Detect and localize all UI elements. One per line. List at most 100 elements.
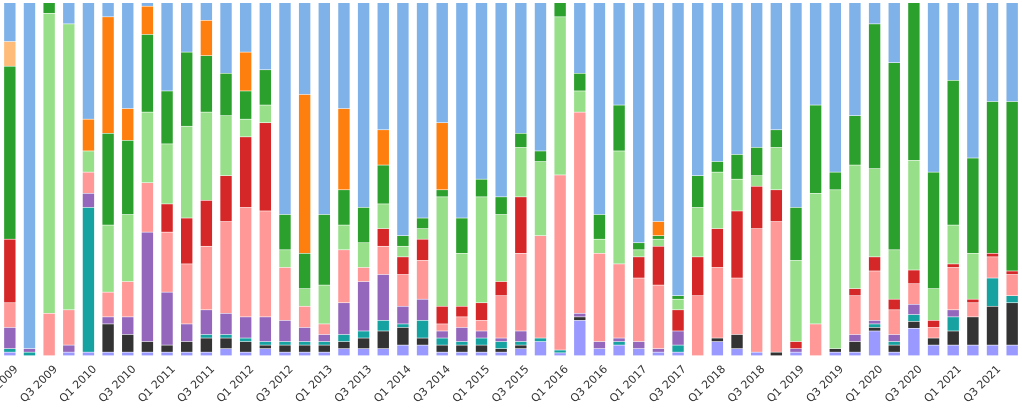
- bar-segment: [63, 310, 75, 345]
- bar-segment: [122, 140, 134, 215]
- bar-segment: [456, 341, 468, 345]
- x-tick-label: Q3 2009: [17, 363, 60, 406]
- x-tick-label: Q1 2017: [607, 363, 650, 406]
- bar-segment: [338, 190, 350, 225]
- bar-segment: [672, 3, 684, 296]
- bar-segment: [220, 73, 232, 116]
- bar-segment: [181, 352, 193, 356]
- bar-segment: [770, 352, 783, 356]
- bar-segment: [750, 175, 763, 186]
- bar-segment: [731, 278, 743, 335]
- bar-segment: [849, 295, 861, 335]
- bar-segment: [377, 246, 389, 275]
- bar-segment: [141, 232, 154, 342]
- bar-segment: [809, 3, 822, 105]
- bar-segment: [161, 352, 173, 356]
- bar-segment: [1006, 271, 1018, 275]
- bar-segment: [259, 123, 272, 211]
- bar-segment: [298, 352, 311, 356]
- bar-segment: [1006, 345, 1018, 356]
- bar-segment: [652, 235, 665, 239]
- bar-segment: [908, 284, 920, 304]
- bar-segment: [338, 303, 350, 335]
- bar-segment: [239, 137, 252, 208]
- bar-segment: [731, 334, 743, 349]
- bar-segment: [181, 341, 193, 352]
- bar-segment: [495, 348, 507, 352]
- bar-segment: [475, 303, 488, 321]
- bar-segment: [613, 345, 625, 356]
- x-tick-label: Q1 2019: [764, 363, 807, 406]
- bar-segment: [888, 352, 900, 356]
- bar-segment: [259, 348, 272, 356]
- bar-segment: [888, 341, 900, 345]
- bar-segment: [63, 352, 75, 356]
- x-tick-label: Q1 2009: [0, 363, 21, 406]
- bar-segment: [790, 3, 802, 208]
- bar-segment: [318, 3, 330, 215]
- bar-segment: [141, 352, 154, 356]
- x-tick-label: Q1 2018: [686, 363, 729, 406]
- bar-segment: [436, 190, 448, 197]
- bar-segment: [397, 257, 409, 275]
- bar-segment: [397, 324, 409, 328]
- bar-segment: [888, 345, 900, 352]
- bar-segment: [377, 274, 389, 321]
- bar-segment: [200, 55, 213, 112]
- bar-segment: [711, 341, 724, 356]
- bar-segment: [672, 295, 684, 299]
- bar-segment: [357, 267, 370, 282]
- bar-segment: [927, 345, 940, 356]
- bar-segment: [220, 334, 232, 338]
- bar-segment: [43, 313, 55, 356]
- bar-segment: [967, 158, 979, 254]
- bar-segment: [849, 3, 861, 116]
- bar-segment: [574, 112, 586, 314]
- bar-segment: [357, 348, 370, 356]
- bar-segment: [750, 228, 763, 352]
- bar-segment: [967, 303, 979, 317]
- bar-segment: [259, 105, 272, 123]
- bar-segment: [436, 352, 448, 356]
- bar-segment: [829, 348, 841, 352]
- bar-segment: [357, 243, 370, 268]
- bar-segment: [82, 193, 95, 208]
- bar-segment: [475, 338, 488, 345]
- bar-segment: [181, 126, 193, 218]
- bar-segment: [239, 52, 252, 91]
- bar-segment: [829, 3, 841, 172]
- bar-segment: [593, 348, 606, 356]
- bar-segment: [711, 161, 724, 172]
- bar-segment: [515, 345, 527, 349]
- bar-segment: [239, 119, 252, 137]
- bar-segment: [475, 3, 488, 179]
- bar-segment: [63, 24, 75, 310]
- bar-segment: [122, 108, 134, 141]
- bar-segment: [397, 274, 409, 306]
- bar-segment: [672, 352, 684, 356]
- bar-segment: [220, 115, 232, 176]
- bar-segment: [4, 3, 16, 42]
- bar-segment: [731, 179, 743, 211]
- bar-segment: [181, 52, 193, 126]
- x-tick-label: Q3 2013: [332, 363, 375, 406]
- bar-segment: [377, 204, 389, 229]
- bar-segment: [338, 348, 350, 356]
- bar-segment: [456, 253, 468, 306]
- bar-segment: [200, 246, 213, 310]
- bar-segment: [298, 3, 311, 95]
- bar-segment: [161, 204, 173, 232]
- bar-segment: [279, 341, 291, 345]
- bar-segment: [1006, 274, 1018, 296]
- bar-segment: [377, 228, 389, 246]
- bar-segment: [475, 331, 488, 338]
- bar-segment: [613, 264, 625, 338]
- bar-segment: [82, 172, 95, 194]
- bar-segment: [239, 317, 252, 338]
- bar-segment: [672, 299, 684, 310]
- bar-segment: [888, 310, 900, 335]
- bar-segment: [122, 3, 134, 109]
- bar-segment: [868, 168, 881, 257]
- bar-segment: [259, 3, 272, 70]
